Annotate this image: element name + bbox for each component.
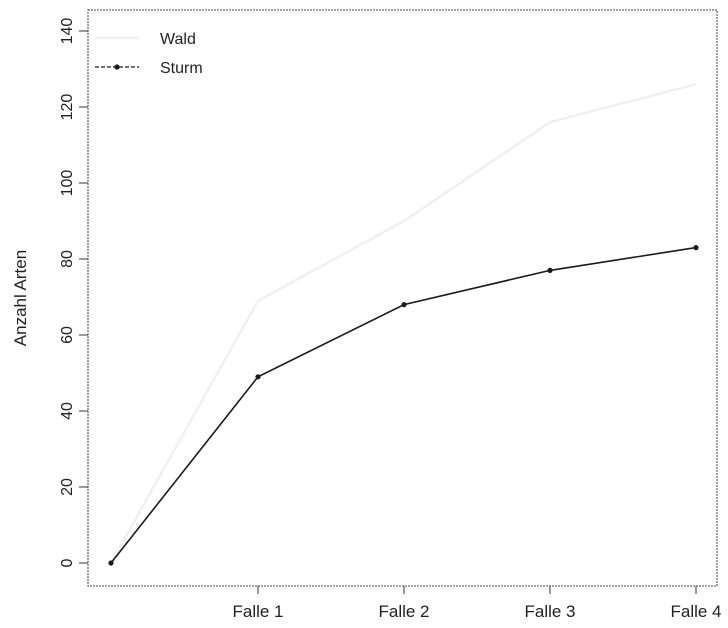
legend-marker (114, 64, 120, 70)
plot-frame (87, 9, 718, 587)
x-tick-label: Falle 2 (378, 602, 429, 621)
x-tick-label: Falle 4 (670, 602, 721, 621)
data-point (693, 245, 699, 251)
series-layer (108, 82, 699, 566)
y-tick-label: 20 (59, 478, 76, 496)
legend: Wald Sturm (95, 31, 203, 77)
series-line (109, 82, 697, 564)
y-axis: 0 20 40 60 80 100 120 140 (59, 18, 88, 567)
x-tick-label: Falle 3 (524, 602, 575, 621)
legend-label: Sturm (160, 60, 203, 77)
y-tick-label: 40 (59, 402, 76, 420)
series-sturm (108, 245, 699, 566)
x-axis: Falle 1 Falle 2 Falle 3 Falle 4 (232, 586, 722, 621)
x-tick-label: Falle 1 (232, 602, 283, 621)
y-tick-label: 60 (59, 326, 76, 344)
data-point (547, 267, 553, 273)
y-tick-label: 80 (59, 250, 76, 268)
y-axis-label: Anzahl Arten (11, 250, 30, 346)
y-tick-label: 100 (59, 170, 76, 197)
data-point (401, 302, 407, 308)
legend-item: Sturm (95, 60, 203, 77)
y-tick-label: 120 (59, 94, 76, 121)
data-point (108, 560, 114, 566)
legend-item: Wald (95, 31, 196, 48)
data-point (255, 374, 261, 380)
y-tick-label: 0 (59, 558, 76, 567)
y-tick-label: 140 (59, 18, 76, 45)
series-wald (109, 82, 697, 564)
legend-label: Wald (160, 31, 196, 48)
